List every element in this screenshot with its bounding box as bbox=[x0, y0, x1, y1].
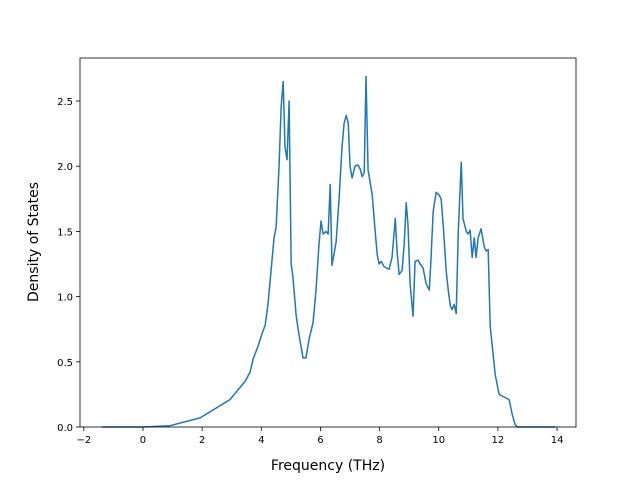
x-tick-label: 10 bbox=[432, 435, 445, 446]
x-axis-label: Frequency (THz) bbox=[271, 458, 385, 474]
y-tick-label: 0.5 bbox=[57, 358, 73, 369]
y-tick-label: 2.0 bbox=[57, 162, 73, 173]
x-tick-label: −2 bbox=[76, 435, 91, 446]
x-tick-label: 0 bbox=[140, 435, 146, 446]
x-tick-label: 14 bbox=[551, 435, 564, 446]
line bbox=[101, 75, 556, 428]
y-tick-label: 2.5 bbox=[57, 97, 73, 108]
y-axis-label: Density of States bbox=[26, 182, 42, 302]
x-tick-label: 6 bbox=[317, 435, 323, 446]
x-tick-label: 4 bbox=[258, 435, 264, 446]
x-tick-label: 8 bbox=[376, 435, 382, 446]
x-tick-label: 12 bbox=[492, 435, 505, 446]
axes-frame bbox=[79, 57, 577, 428]
y-tick-label: 1.0 bbox=[57, 293, 73, 304]
x-tick-label: 2 bbox=[199, 435, 205, 446]
y-tick-label: 0.0 bbox=[57, 423, 73, 434]
y-tick-label: 1.5 bbox=[57, 227, 73, 238]
